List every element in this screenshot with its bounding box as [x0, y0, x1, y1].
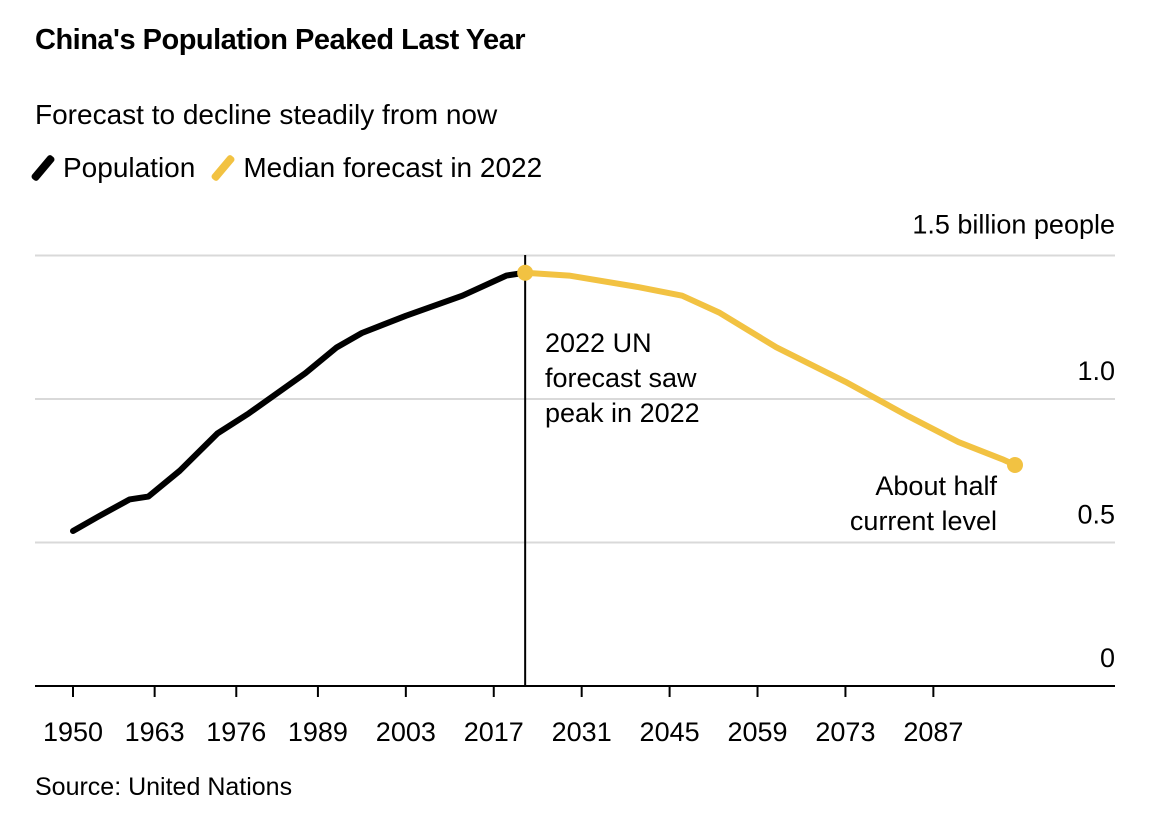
- chart-title: China's Population Peaked Last Year: [35, 24, 526, 56]
- x-tick-label: 1976: [206, 717, 266, 747]
- x-tick-label: 2087: [903, 717, 963, 747]
- annotation-peak: forecast saw: [545, 363, 697, 393]
- x-tick-label: 1989: [288, 717, 348, 747]
- x-tick-label: 1963: [125, 717, 185, 747]
- legend-label-population: Population: [63, 152, 196, 183]
- y-tick-label: 0: [1100, 643, 1115, 673]
- chart-subtitle: Forecast to decline steadily from now: [35, 99, 498, 130]
- x-tick-label: 2059: [727, 717, 787, 747]
- forecast-start-point: [517, 264, 534, 281]
- x-tick-label: 2045: [640, 717, 700, 747]
- source-note: Source: United Nations: [35, 773, 293, 801]
- annotation-half: About half: [875, 471, 997, 501]
- x-tick-label: 2031: [552, 717, 612, 747]
- forecast-end-point: [1007, 457, 1023, 474]
- x-tick-label: 2073: [815, 717, 875, 747]
- annotation-peak: 2022 UN: [545, 328, 652, 358]
- x-tick-label: 2003: [376, 717, 436, 747]
- y-tick-label: 0.5: [1077, 500, 1115, 530]
- legend-label-forecast: Median forecast in 2022: [243, 152, 543, 183]
- annotation-peak: peak in 2022: [545, 398, 700, 428]
- annotation-half: current level: [850, 506, 997, 536]
- y-tick-label: 1.0: [1077, 356, 1115, 386]
- x-tick-label: 1950: [43, 717, 103, 747]
- x-tick-label: 2017: [464, 717, 524, 747]
- legend: Population Median forecast in 2022: [30, 152, 543, 184]
- series-line-population: [70, 269, 529, 535]
- y-tick-label: 1.5 billion people: [912, 210, 1115, 240]
- series-line-forecast: [522, 269, 1018, 469]
